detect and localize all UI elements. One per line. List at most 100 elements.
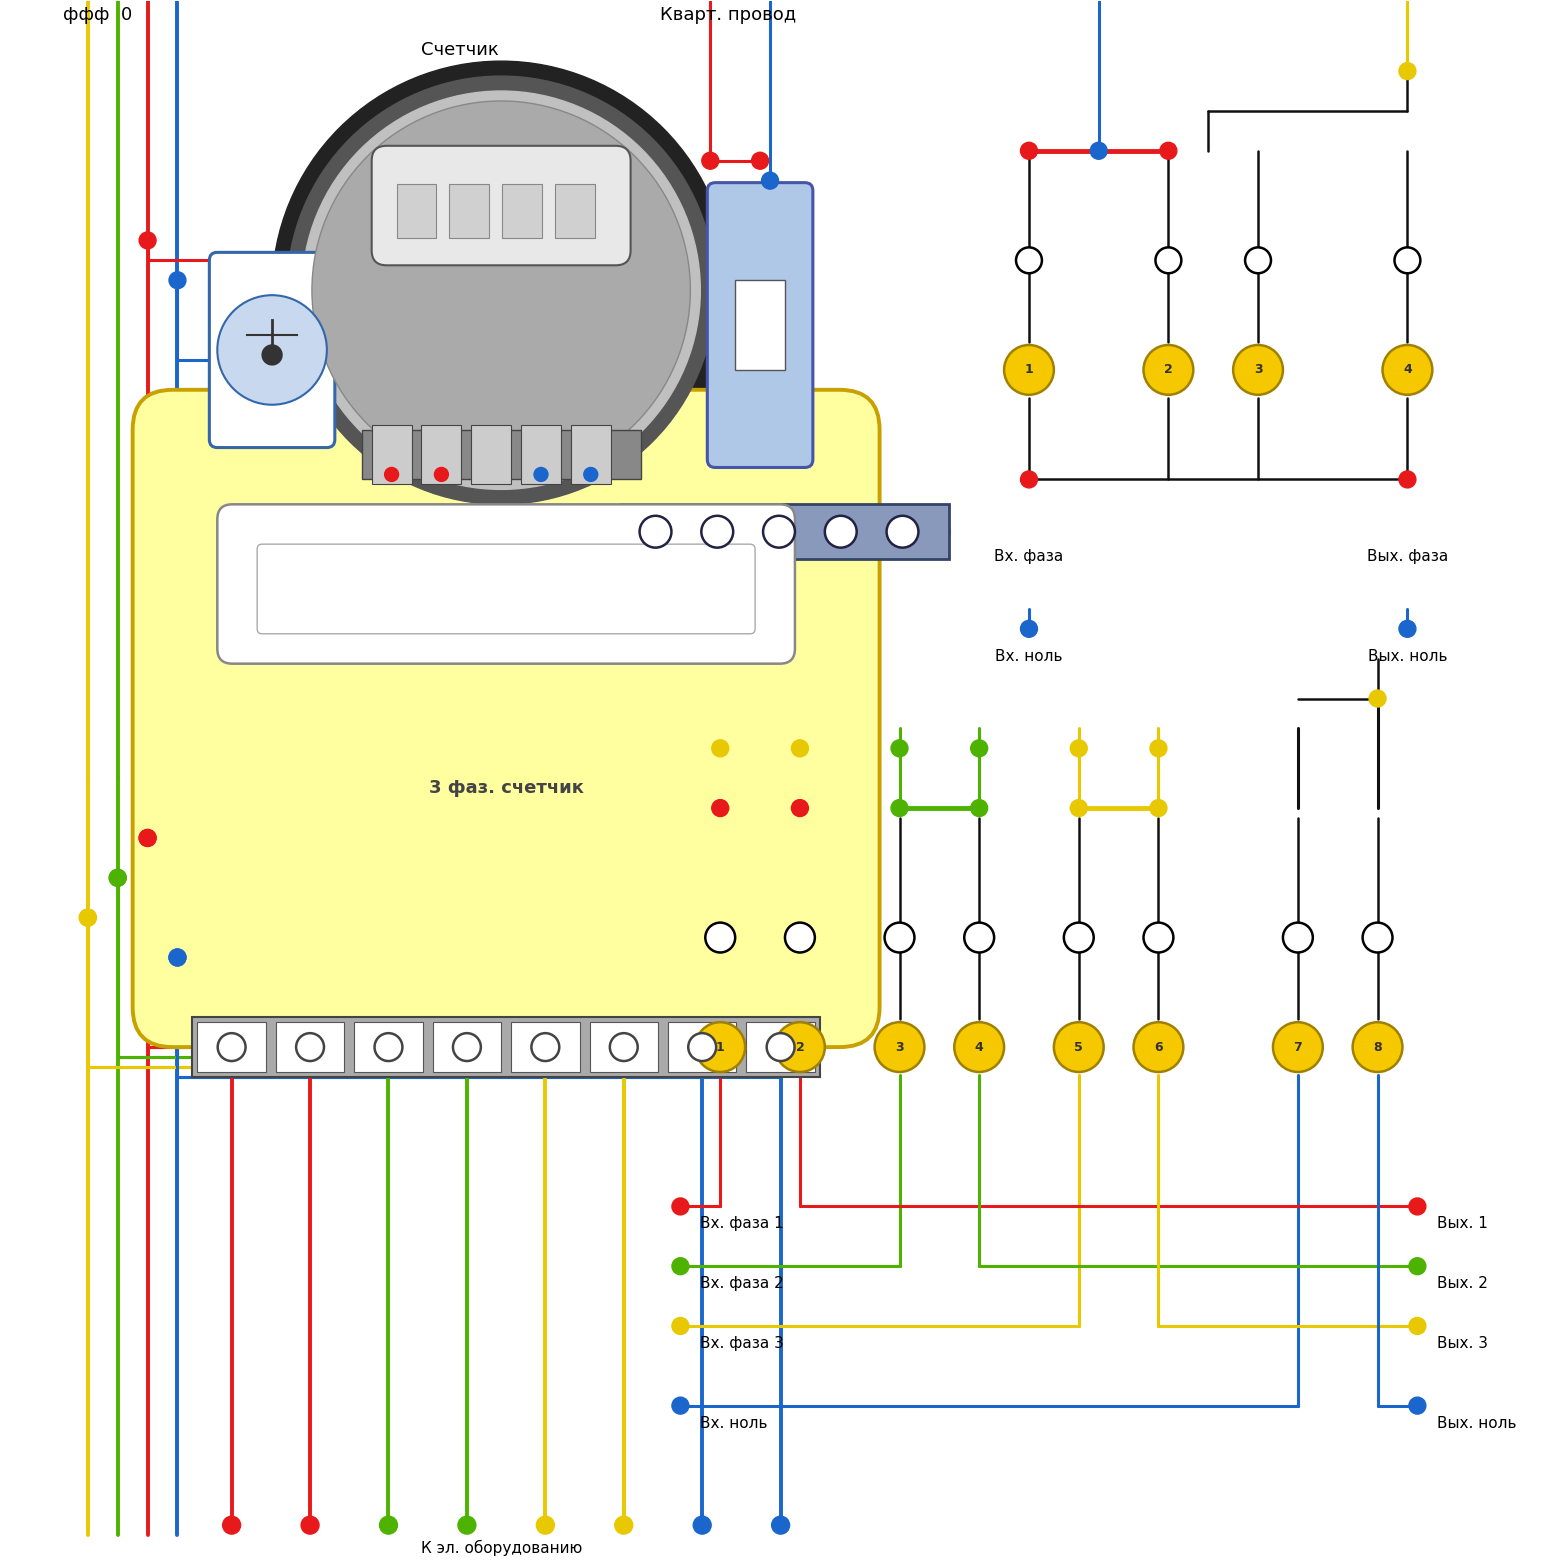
Text: Авт.: Авт.: [821, 404, 853, 420]
Text: 2: 2: [1164, 364, 1173, 376]
Circle shape: [672, 1197, 690, 1214]
Text: 4: 4: [1402, 364, 1412, 376]
Bar: [746, 1022, 814, 1072]
Circle shape: [711, 740, 729, 757]
Circle shape: [696, 1022, 746, 1072]
Circle shape: [434, 467, 448, 481]
Circle shape: [262, 345, 282, 365]
Text: 3 фаз. счетчик: 3 фаз. счетчик: [429, 779, 583, 798]
Circle shape: [583, 467, 597, 481]
Circle shape: [955, 1022, 1005, 1072]
Circle shape: [672, 1397, 690, 1414]
Text: 6: 6: [1154, 1041, 1162, 1054]
FancyBboxPatch shape: [257, 545, 755, 634]
Circle shape: [875, 1022, 925, 1072]
Circle shape: [168, 949, 186, 966]
Circle shape: [374, 1033, 402, 1061]
Circle shape: [672, 1258, 690, 1275]
Circle shape: [615, 1516, 633, 1534]
Circle shape: [223, 1516, 240, 1534]
Bar: [276, 1022, 345, 1072]
Circle shape: [672, 1317, 690, 1335]
Circle shape: [385, 467, 398, 481]
Circle shape: [1016, 247, 1042, 273]
Circle shape: [610, 1033, 638, 1061]
Circle shape: [964, 923, 994, 952]
FancyBboxPatch shape: [707, 183, 813, 467]
Circle shape: [452, 1033, 480, 1061]
Circle shape: [1353, 1022, 1402, 1072]
Circle shape: [537, 1516, 554, 1534]
Text: Вых. 1: Вых. 1: [1437, 1216, 1488, 1232]
Text: Вх. ноль: Вх. ноль: [995, 649, 1062, 663]
Text: Вх. фаза 2: Вх. фаза 2: [700, 1277, 785, 1291]
Circle shape: [296, 1033, 324, 1061]
Circle shape: [885, 923, 914, 952]
Bar: [371, 425, 412, 484]
Circle shape: [1409, 1197, 1426, 1214]
Bar: [621, 504, 950, 559]
Circle shape: [1143, 345, 1193, 395]
Text: Вых. 3: Вых. 3: [1437, 1336, 1488, 1350]
Circle shape: [1362, 923, 1393, 952]
Bar: [471, 425, 512, 484]
Bar: [449, 184, 490, 239]
Circle shape: [1232, 345, 1282, 395]
Circle shape: [1382, 345, 1432, 395]
Bar: [362, 429, 641, 479]
Text: К эл. оборудованию: К эл. оборудованию: [421, 1541, 582, 1556]
Bar: [192, 1018, 821, 1077]
Bar: [396, 184, 437, 239]
Circle shape: [702, 515, 733, 548]
Circle shape: [80, 909, 97, 926]
Bar: [735, 281, 785, 370]
Bar: [198, 1022, 265, 1072]
Circle shape: [379, 1516, 398, 1534]
Circle shape: [459, 1516, 476, 1534]
Text: ффф  0: ффф 0: [62, 6, 133, 25]
Circle shape: [775, 1022, 825, 1072]
Circle shape: [772, 1516, 789, 1534]
Circle shape: [1399, 471, 1416, 489]
Bar: [432, 1022, 501, 1072]
Text: Кварт. провод: Кварт. провод: [660, 6, 797, 25]
Circle shape: [109, 869, 126, 887]
Circle shape: [785, 923, 814, 952]
Circle shape: [1064, 923, 1094, 952]
Bar: [354, 1022, 423, 1072]
Circle shape: [688, 1033, 716, 1061]
Circle shape: [970, 740, 987, 757]
Circle shape: [217, 295, 328, 404]
Bar: [512, 1022, 580, 1072]
Text: Вх. фаза 3: Вх. фаза 3: [700, 1336, 785, 1350]
Circle shape: [693, 1516, 711, 1534]
Text: 5: 5: [1075, 1041, 1083, 1054]
Circle shape: [752, 153, 769, 169]
Circle shape: [271, 61, 730, 520]
Circle shape: [1245, 247, 1271, 273]
Circle shape: [168, 272, 186, 289]
Circle shape: [139, 233, 156, 248]
Text: 2: 2: [796, 1041, 805, 1054]
Circle shape: [1282, 923, 1314, 952]
Circle shape: [168, 949, 186, 966]
Text: 1: 1: [716, 1041, 725, 1054]
Circle shape: [1070, 799, 1087, 816]
Circle shape: [1150, 799, 1167, 816]
Circle shape: [711, 799, 729, 816]
Circle shape: [763, 515, 796, 548]
Circle shape: [825, 515, 856, 548]
Text: 3: 3: [1254, 364, 1262, 376]
Circle shape: [705, 923, 735, 952]
Text: 3: 3: [895, 1041, 903, 1054]
Circle shape: [766, 1033, 794, 1061]
Circle shape: [1020, 471, 1037, 489]
Bar: [421, 425, 462, 484]
Circle shape: [761, 172, 778, 189]
Circle shape: [1055, 1022, 1103, 1072]
Circle shape: [532, 1033, 560, 1061]
Bar: [502, 184, 541, 239]
Circle shape: [80, 909, 97, 926]
Circle shape: [218, 1033, 245, 1061]
Circle shape: [1161, 142, 1176, 159]
